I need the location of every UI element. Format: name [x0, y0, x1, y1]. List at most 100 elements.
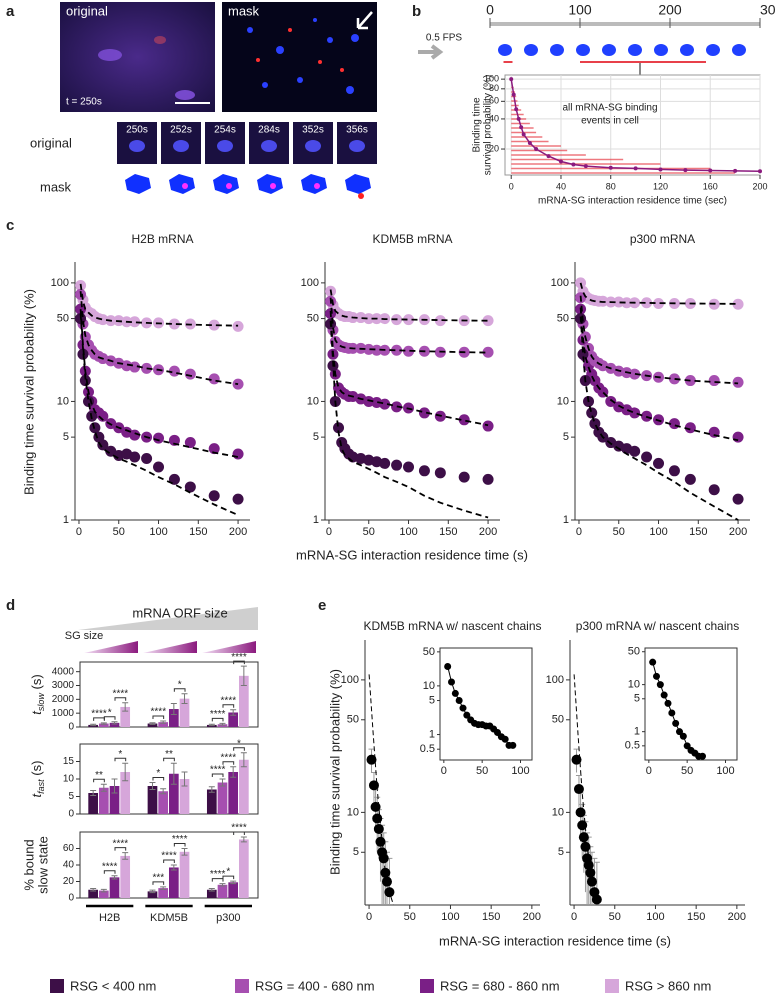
- fit-curve: [79, 291, 239, 385]
- bar: [239, 675, 249, 727]
- arrow: [418, 44, 444, 60]
- error-bar: [170, 702, 177, 716]
- fit-curve: [329, 297, 489, 354]
- error-bar: [100, 722, 107, 725]
- y-tick-label: 100: [551, 277, 569, 289]
- significance-bracket: [103, 870, 116, 874]
- y-tick-label: 1: [634, 726, 640, 738]
- bar: [206, 889, 217, 898]
- inset-point: [451, 689, 459, 697]
- x-tick-label: 100: [511, 765, 529, 777]
- y-tick-label: 50: [423, 646, 435, 658]
- inset-point: [501, 735, 509, 743]
- track-blob: [706, 44, 720, 56]
- mask-blob: [257, 174, 283, 194]
- significance-bracket: [93, 778, 105, 783]
- x-tick-label: 150: [689, 526, 707, 538]
- track-blob: [576, 44, 590, 56]
- data-point: [586, 407, 598, 419]
- error-bar: [160, 720, 167, 724]
- bar: [217, 724, 228, 727]
- tile-blob: [261, 140, 277, 152]
- y-label: survival probability (%): [483, 75, 494, 176]
- timeline-label: 0: [486, 2, 494, 18]
- y-tick-label: 5: [429, 694, 435, 706]
- bar: [98, 890, 109, 898]
- y-tick-label: 100: [301, 277, 319, 289]
- data-point: [732, 298, 744, 310]
- data-point: [141, 453, 153, 465]
- data-point: [580, 841, 591, 852]
- data-point: [605, 395, 617, 407]
- data-point: [208, 490, 220, 502]
- data-point: [403, 461, 415, 473]
- error-bar: [111, 721, 118, 725]
- chart-title: p300 mRNA: [630, 232, 695, 246]
- track-blob: [602, 44, 616, 56]
- data-point: [184, 368, 196, 380]
- error-bar: [111, 875, 118, 880]
- y-tick-label: 50: [628, 646, 640, 658]
- inset-frame: [644, 647, 738, 761]
- significance: ****: [151, 707, 167, 718]
- y-tick-label: 10: [63, 774, 75, 785]
- significance-bracket: [233, 747, 245, 751]
- y-tick-label: 100: [341, 674, 359, 686]
- survival-point: [733, 168, 738, 173]
- mask-red: [270, 183, 276, 189]
- error-bar: [240, 836, 247, 843]
- data-point: [403, 314, 415, 326]
- data-point: [573, 784, 584, 795]
- x-label: mRNA-SG interaction residence time (s): [439, 933, 671, 948]
- significance-bracket: [114, 757, 127, 762]
- x-label: mRNA-SG interaction residence time (s): [296, 547, 528, 562]
- y-tick-label: 1: [63, 514, 69, 526]
- data-point: [380, 867, 391, 878]
- data-point: [141, 362, 153, 374]
- mask-red: [358, 193, 364, 199]
- mask-blob: [213, 174, 239, 194]
- data-point: [208, 443, 220, 455]
- significance: ****: [161, 851, 177, 862]
- x-tick-label: 50: [404, 911, 416, 923]
- granule: [98, 49, 122, 61]
- data-point: [153, 432, 165, 444]
- data-point: [373, 823, 384, 834]
- panel-letter: e: [318, 597, 326, 614]
- significance: ****: [91, 708, 107, 719]
- row-label: original: [30, 135, 72, 150]
- significance: **: [165, 749, 173, 760]
- frame-label: 356s: [346, 125, 368, 136]
- arrow: [356, 11, 373, 30]
- category-label: H2B: [99, 912, 120, 924]
- data-point: [375, 836, 386, 847]
- error-bar: [160, 886, 167, 890]
- bar: [109, 877, 120, 898]
- bar: [217, 884, 228, 898]
- fit-curve: [579, 307, 739, 442]
- data-point: [641, 297, 653, 309]
- significance-bracket: [173, 688, 186, 692]
- y-label: tslow (s): [29, 674, 46, 714]
- y-tick-label: 0.5: [625, 740, 640, 752]
- significance-bracket: [152, 715, 165, 720]
- y-tick-label: 0: [68, 893, 74, 904]
- data-point: [482, 346, 494, 358]
- significance: ****: [221, 695, 237, 706]
- significance-bracket: [152, 881, 165, 885]
- data-point: [381, 876, 392, 887]
- error-bar: [208, 888, 215, 892]
- fit-curve: [579, 282, 739, 305]
- mask-red: [314, 183, 320, 189]
- error-bar: [208, 723, 215, 727]
- bar: [88, 889, 98, 898]
- panel-letter: a: [6, 3, 15, 20]
- significance: ****: [210, 869, 226, 880]
- legend-label: RSG = 400 - 680 nm: [255, 978, 375, 993]
- panel-letter: d: [6, 597, 15, 614]
- error-bar: [122, 852, 129, 860]
- fit-curve: [329, 289, 489, 322]
- error-bar: [219, 883, 226, 887]
- data-point: [613, 296, 625, 308]
- error-bar: [100, 888, 107, 893]
